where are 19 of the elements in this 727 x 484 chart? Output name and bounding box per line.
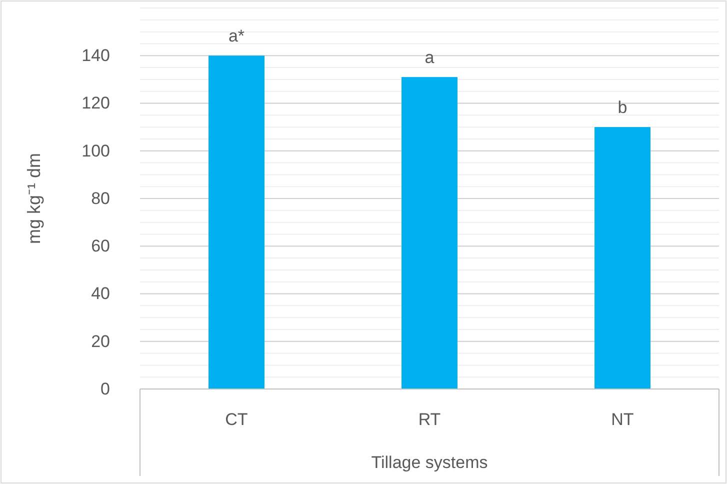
y-tick-label: 80: [91, 188, 110, 208]
y-tick-label: 60: [91, 236, 110, 256]
bar: [402, 77, 458, 389]
bar: [594, 127, 650, 389]
y-tick-label: 120: [82, 94, 110, 113]
x-tick-label: CT: [225, 410, 248, 429]
x-axis-title: Tillage systems: [371, 453, 488, 472]
x-tick-label: NT: [611, 410, 634, 429]
y-tick-label: 0: [100, 379, 110, 398]
annotation: b: [618, 98, 628, 118]
bar: [208, 56, 264, 389]
y-tick-label: 140: [82, 46, 110, 66]
y-tick-label: 40: [91, 284, 110, 304]
x-tick-label: RT: [418, 410, 441, 429]
y-axis-title: mg kg⁻¹ dm: [24, 152, 44, 244]
y-tick-label: 20: [91, 332, 110, 351]
annotation: a: [424, 48, 435, 68]
annotation: a*: [228, 26, 245, 46]
y-tick-label: 100: [82, 141, 110, 160]
